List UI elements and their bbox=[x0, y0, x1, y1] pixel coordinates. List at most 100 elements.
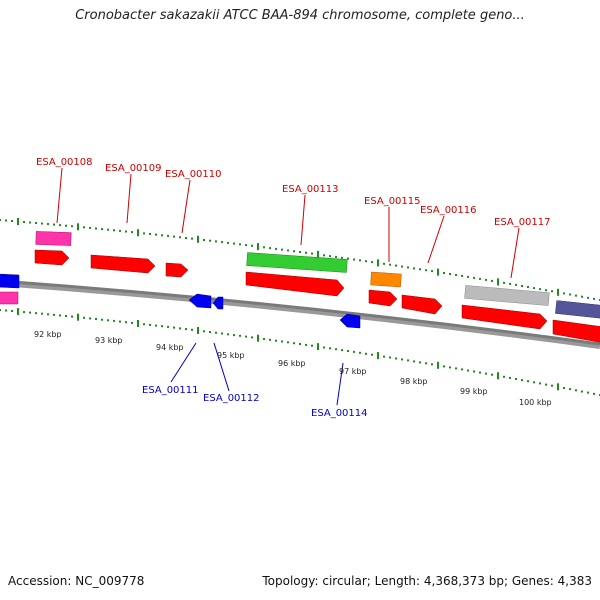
gene-bar-gray[interactable] bbox=[464, 285, 550, 306]
kbp-label: 97 kbp bbox=[339, 367, 367, 376]
scale-dot bbox=[0, 309, 1, 311]
scale-dot bbox=[443, 272, 445, 274]
scale-dot bbox=[209, 331, 211, 333]
scale-dot bbox=[479, 371, 481, 374]
scale-dot bbox=[65, 224, 67, 227]
scale-dot bbox=[383, 262, 385, 265]
scale-dot bbox=[59, 224, 61, 227]
scale-dot bbox=[155, 233, 157, 236]
scale-dot bbox=[323, 254, 325, 257]
scale-dot bbox=[335, 255, 337, 258]
scale-dot bbox=[575, 389, 577, 392]
minus-arrow[interactable] bbox=[339, 313, 361, 329]
map-title: Cronobacter sakazakii ATCC BAA-894 chrom… bbox=[75, 8, 525, 23]
scale-dot bbox=[11, 310, 13, 312]
scale-dot bbox=[581, 295, 583, 298]
scale-dot bbox=[539, 382, 541, 385]
cds-arrow[interactable] bbox=[461, 304, 548, 330]
scale-dot bbox=[449, 366, 451, 369]
scale-dot bbox=[473, 370, 475, 373]
gene-label[interactable]: ESA_00113 bbox=[282, 184, 339, 195]
kbp-label: 100 kbp bbox=[519, 398, 552, 407]
cds-arrow[interactable] bbox=[245, 271, 345, 297]
scale-dot bbox=[455, 274, 457, 276]
scale-dot bbox=[185, 237, 187, 239]
scale-dot bbox=[233, 242, 235, 245]
scale-dot bbox=[455, 367, 457, 370]
gene-label[interactable]: ESA_00112 bbox=[203, 393, 260, 404]
gene-bar-orange[interactable] bbox=[370, 271, 402, 288]
scale-dot bbox=[473, 276, 475, 279]
upper-scale bbox=[0, 218, 600, 301]
gene-label[interactable]: ESA_00110 bbox=[165, 169, 222, 180]
scale-dot bbox=[569, 293, 571, 296]
scale-dot bbox=[245, 335, 247, 338]
scale-dot bbox=[167, 325, 169, 328]
scale-dot bbox=[143, 232, 145, 235]
cds-arrow[interactable] bbox=[552, 319, 600, 343]
scale-dot bbox=[281, 340, 283, 343]
gene-bar-pink[interactable] bbox=[35, 231, 72, 246]
gene-label[interactable]: ESA_00117 bbox=[494, 217, 551, 228]
scale-dot bbox=[353, 350, 355, 353]
scale-dot bbox=[125, 321, 127, 324]
scale-dot bbox=[509, 282, 511, 285]
scale-dot bbox=[569, 388, 571, 391]
scale-dot bbox=[161, 234, 163, 237]
cds-arrow[interactable] bbox=[34, 249, 70, 266]
backbone bbox=[0, 279, 600, 346]
scale-dot bbox=[359, 351, 361, 354]
scale-dot bbox=[395, 357, 397, 360]
scale-dot bbox=[179, 236, 181, 239]
scale-dot bbox=[539, 288, 541, 291]
scale-dot bbox=[563, 387, 565, 389]
backbone-shadow bbox=[0, 280, 600, 349]
scale-dot bbox=[359, 259, 361, 262]
scale-dot bbox=[293, 342, 295, 345]
scale-dot bbox=[365, 352, 367, 355]
gene-bar-purple[interactable] bbox=[555, 300, 600, 319]
scale-dot bbox=[71, 225, 73, 228]
gene-label[interactable]: ESA_00114 bbox=[311, 408, 368, 419]
scale-tick bbox=[17, 308, 19, 316]
scale-dot bbox=[215, 331, 217, 334]
scale-dot bbox=[467, 275, 469, 278]
scale-dot bbox=[515, 283, 517, 286]
scale-dot bbox=[107, 319, 109, 322]
scale-dot bbox=[389, 263, 391, 266]
scale-dot bbox=[251, 336, 253, 339]
scale-dot bbox=[527, 380, 529, 383]
scale-dot bbox=[185, 328, 187, 331]
cds-arrow[interactable] bbox=[368, 289, 398, 307]
kbp-label: 96 kbp bbox=[278, 359, 306, 368]
scale-dot bbox=[101, 228, 103, 231]
gene-bar-pink-left[interactable] bbox=[0, 291, 19, 305]
scale-dot bbox=[401, 265, 403, 268]
minus-arrow-left[interactable] bbox=[0, 273, 20, 289]
scale-dot bbox=[149, 323, 151, 326]
scale-dot bbox=[263, 338, 265, 340]
scale-dot bbox=[419, 361, 421, 364]
scale-dot bbox=[275, 247, 277, 250]
minus-arrow[interactable] bbox=[212, 296, 224, 310]
scale-tick bbox=[77, 313, 79, 321]
gene-label[interactable]: ESA_00115 bbox=[364, 196, 421, 207]
gene-bar-green[interactable] bbox=[246, 252, 348, 273]
scale-dot bbox=[407, 266, 409, 269]
scale-dot bbox=[269, 338, 271, 341]
gene-label[interactable]: ESA_00116 bbox=[420, 205, 477, 216]
scale-dot bbox=[89, 317, 91, 320]
cds-arrow[interactable] bbox=[165, 262, 189, 278]
gene-label[interactable]: ESA_00111 bbox=[142, 385, 199, 396]
scale-dot bbox=[353, 258, 355, 261]
cds-arrow[interactable] bbox=[90, 254, 156, 274]
gene-label[interactable]: ESA_00108 bbox=[36, 157, 93, 168]
scale-dot bbox=[533, 381, 535, 384]
scale-dot bbox=[575, 294, 577, 297]
scale-dot bbox=[503, 281, 505, 284]
scale-dot bbox=[161, 325, 163, 328]
gene-label[interactable]: ESA_00109 bbox=[105, 163, 162, 174]
scale-dot bbox=[239, 334, 241, 337]
cds-arrow[interactable] bbox=[401, 294, 443, 315]
minus-arrow[interactable] bbox=[188, 293, 212, 309]
